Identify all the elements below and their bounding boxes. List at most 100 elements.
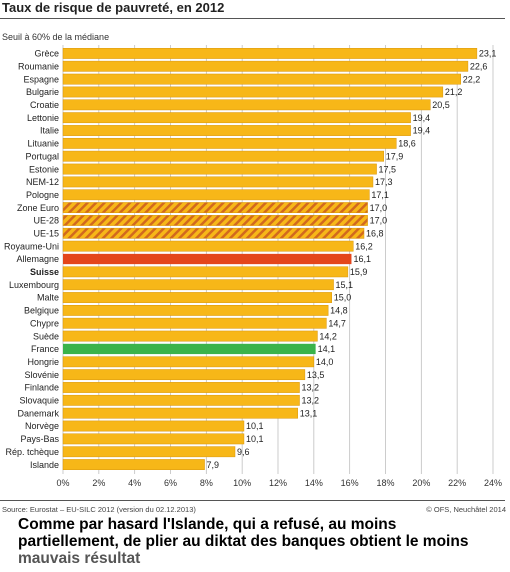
category-label: Pays-Bas [20,434,59,444]
x-tick-label: 8% [200,478,213,488]
x-tick-label: 14% [305,478,323,488]
category-label: Slovaquie [19,396,59,406]
chart-subtitle: Seuil à 60% de la médiane [2,32,110,42]
value-label: 14,7 [328,318,346,328]
category-label: Rép. tchèque [5,447,59,457]
value-label: 10,1 [246,421,264,431]
bar [62,86,444,98]
value-label: 15,1 [336,280,354,290]
x-tick-label: 6% [164,478,177,488]
bar [62,407,298,419]
value-label: 14,2 [319,331,337,341]
value-label: 13,1 [300,408,318,418]
x-axis-ticks: 0% 2% 4% 6% 8% 10% 12% 14% 16% 18% 20% 22% 24% [56,478,502,488]
category-label: Suède [33,331,59,341]
bar [62,112,411,124]
bar [63,253,352,265]
value-label: 13,5 [307,370,325,380]
source-note: Source: Eurostat – EU-SILC 2012 (version… [2,505,196,514]
category-labels: Grèce Roumanie Espagne Bulgarie Croatie Letto… [4,49,60,470]
bar [62,73,461,85]
value-label: 23,1 [479,49,497,59]
bar [62,292,332,303]
bar [62,446,236,458]
bar-chart: Grèce Roumanie Espagne Bulgarie Croatie Letto… [4,45,502,488]
category-label: Luxembourg [9,280,59,290]
bar [62,202,368,213]
category-label: Grèce [34,49,59,59]
value-label: 15,0 [334,293,352,303]
category-label: Roumanie [18,61,59,71]
value-label: 15,9 [350,267,368,277]
category-label: Suisse [30,267,59,277]
x-tick-label: 4% [128,478,141,488]
category-label: Belgique [24,306,59,316]
value-label: 17,3 [375,177,393,187]
bar [62,330,318,342]
bar [62,227,365,239]
value-label: 17,0 [370,203,388,213]
copyright-note: © OFS, Neuchâtel 2014 [426,505,506,514]
value-label: 20,5 [432,100,450,110]
bar [62,176,374,188]
category-label: Portugal [25,151,59,161]
value-label: 7,9 [207,460,220,470]
value-label: 19,4 [413,126,431,136]
category-label: Malte [37,293,59,303]
category-label: Pologne [26,190,59,200]
category-label: Bulgarie [26,87,59,97]
value-label: 16,1 [353,254,371,264]
category-label: Slovénie [24,370,59,380]
footer-rule [0,500,505,501]
bar [62,279,334,291]
bar [62,356,315,368]
bar [62,394,300,406]
bar [62,317,327,329]
bar [62,60,469,72]
caption-text: Comme par hasard l'Islande, qui a refusé… [18,516,498,567]
bars [62,48,478,470]
bar [63,343,316,355]
value-label: 14,1 [318,344,336,354]
value-labels: 23,122,622,221,220,519,419,418,617,917,5… [207,49,497,470]
title-rule [0,18,505,19]
value-label: 13,2 [302,383,320,393]
bar [62,189,370,201]
category-label: Hongrie [27,357,59,367]
bar [62,137,397,149]
caption-line-1: Comme par hasard l'Islande, qui a refusé… [18,516,469,550]
value-label: 22,2 [463,74,481,84]
value-label: 14,8 [330,306,348,316]
value-label: 9,6 [237,447,250,457]
chart-title: Taux de risque de pauvreté, en 2012 [2,0,225,15]
bar [62,240,354,252]
category-label: NEM-12 [26,177,59,187]
bar [62,99,431,111]
value-label: 17,5 [379,164,397,174]
bar [62,305,329,316]
x-tick-label: 10% [233,478,251,488]
category-label: Zone Euro [17,203,59,213]
category-label: Croatie [30,100,59,110]
value-label: 22,6 [470,61,488,71]
value-label: 17,0 [370,216,388,226]
category-label: Italie [40,126,59,136]
x-tick-label: 12% [269,478,287,488]
bar [62,382,300,393]
bar [62,215,368,226]
bar [62,459,205,470]
x-tick-label: 20% [412,478,430,488]
bar [62,369,306,381]
bar [62,48,478,59]
x-tick-label: 24% [484,478,502,488]
category-label: Chypre [30,318,59,328]
category-label: Norvège [25,421,59,431]
category-label: France [31,344,59,354]
bar [62,433,245,445]
category-label: UE-28 [33,216,59,226]
x-tick-label: 2% [92,478,105,488]
bar [62,420,245,432]
bar [62,150,384,162]
value-label: 13,2 [302,396,320,406]
